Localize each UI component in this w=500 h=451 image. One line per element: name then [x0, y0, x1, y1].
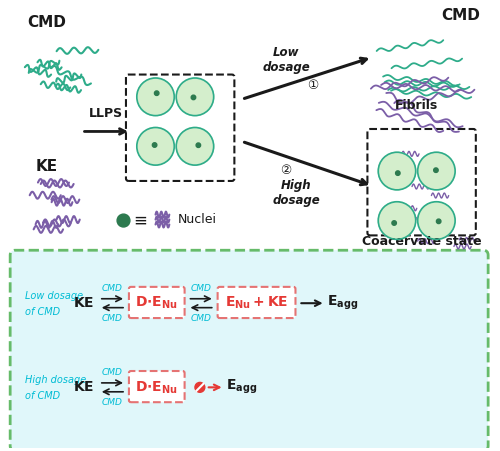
FancyBboxPatch shape — [10, 250, 488, 451]
Text: High dosage: High dosage — [25, 375, 86, 386]
FancyBboxPatch shape — [126, 74, 234, 181]
Circle shape — [152, 143, 157, 147]
Text: $\mathbf{KE}$: $\mathbf{KE}$ — [74, 380, 94, 394]
FancyBboxPatch shape — [129, 371, 184, 402]
Text: of CMD: of CMD — [25, 307, 60, 317]
Circle shape — [418, 202, 455, 239]
Text: $\mathbf{E_{agg}}$: $\mathbf{E_{agg}}$ — [226, 378, 258, 396]
Text: Low dosage: Low dosage — [25, 291, 83, 301]
Text: High
dosage: High dosage — [272, 179, 320, 207]
Circle shape — [392, 221, 396, 225]
Text: ≡: ≡ — [134, 212, 147, 230]
Text: CMD: CMD — [190, 284, 212, 293]
Text: $\mathbf{D{\cdot}E_{Nu}}$: $\mathbf{D{\cdot}E_{Nu}}$ — [136, 379, 178, 396]
Text: LLPS: LLPS — [89, 106, 124, 120]
Circle shape — [176, 128, 214, 165]
Text: Fibrils: Fibrils — [395, 99, 438, 112]
Text: CMD: CMD — [442, 8, 480, 23]
Text: CMD: CMD — [102, 398, 123, 407]
Text: Low
dosage: Low dosage — [262, 46, 310, 74]
Text: ①: ① — [308, 79, 319, 92]
Text: $\mathbf{E_{Nu} + KE}$: $\mathbf{E_{Nu} + KE}$ — [225, 295, 288, 311]
Circle shape — [137, 128, 174, 165]
Text: of CMD: of CMD — [25, 391, 60, 401]
Circle shape — [378, 152, 416, 190]
Circle shape — [396, 171, 400, 175]
Text: CMD: CMD — [102, 368, 123, 377]
Circle shape — [378, 202, 416, 239]
Text: CMD: CMD — [190, 313, 212, 322]
Text: CMD: CMD — [28, 15, 66, 30]
Circle shape — [154, 91, 159, 96]
Circle shape — [191, 95, 196, 100]
Circle shape — [436, 219, 441, 224]
Circle shape — [195, 382, 205, 392]
Circle shape — [137, 78, 174, 115]
Text: $\mathbf{E_{agg}}$: $\mathbf{E_{agg}}$ — [327, 294, 358, 313]
Text: ②: ② — [280, 164, 291, 176]
Circle shape — [196, 143, 200, 147]
Circle shape — [117, 214, 130, 227]
Text: $\mathbf{KE}$: $\mathbf{KE}$ — [74, 296, 94, 310]
Text: CMD: CMD — [102, 284, 123, 293]
Circle shape — [176, 78, 214, 115]
Circle shape — [418, 152, 455, 190]
Text: Coacervate state: Coacervate state — [362, 235, 482, 249]
FancyBboxPatch shape — [368, 129, 476, 235]
Text: CMD: CMD — [102, 313, 123, 322]
Text: KE: KE — [36, 159, 58, 174]
FancyBboxPatch shape — [218, 287, 296, 318]
Text: $\mathbf{D{\cdot}E_{Nu}}$: $\mathbf{D{\cdot}E_{Nu}}$ — [136, 295, 178, 311]
Text: Nuclei: Nuclei — [178, 213, 216, 226]
Circle shape — [434, 168, 438, 172]
FancyBboxPatch shape — [129, 287, 184, 318]
